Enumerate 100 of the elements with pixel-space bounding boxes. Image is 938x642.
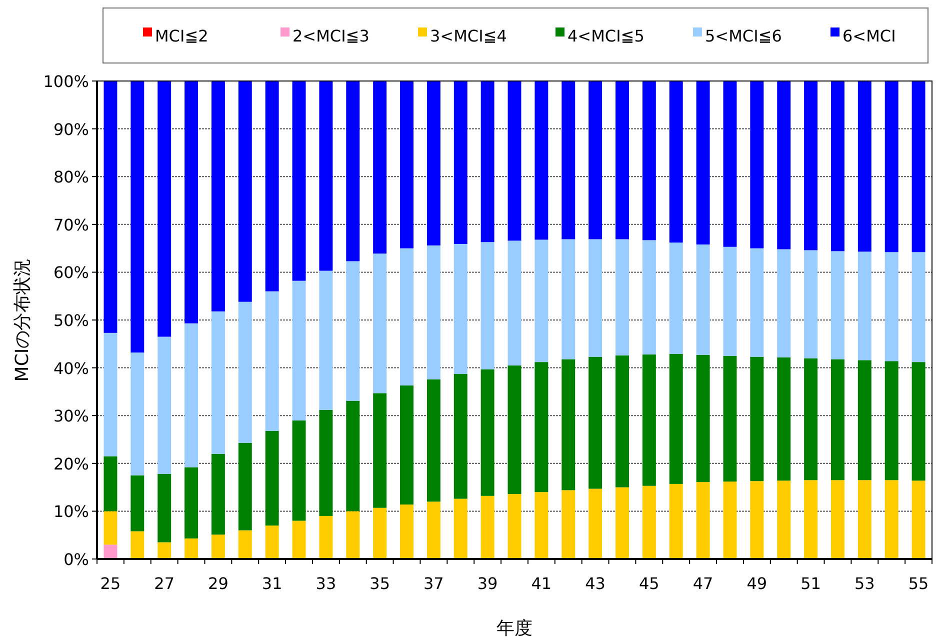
- bar: [562, 490, 576, 559]
- bar: [292, 520, 306, 559]
- bar: [130, 81, 144, 353]
- bar: [616, 239, 629, 356]
- bar: [723, 356, 737, 482]
- bar: [884, 81, 898, 252]
- y-axis-title: MCIの分布状況: [12, 258, 33, 382]
- x-tick-label: 49: [746, 574, 768, 593]
- bar: [184, 538, 198, 559]
- bar: [723, 482, 737, 559]
- bar: [804, 480, 818, 559]
- bar: [184, 81, 198, 324]
- bar: [130, 475, 144, 532]
- bar: [211, 534, 225, 559]
- bar: [562, 81, 576, 240]
- bar: [211, 81, 225, 312]
- bar: [696, 482, 710, 559]
- x-tick-label: 29: [208, 574, 228, 593]
- x-tick-label: 37: [424, 574, 444, 593]
- bar: [319, 410, 333, 516]
- x-tick-label: 45: [639, 574, 660, 593]
- bar: [884, 361, 898, 480]
- bar: [346, 261, 360, 401]
- bar: [158, 474, 172, 542]
- bar: [830, 81, 844, 252]
- bar: [104, 332, 118, 456]
- legend-label: 2<MCI≦3: [292, 26, 370, 46]
- bar: [319, 516, 333, 559]
- bar: [480, 242, 494, 370]
- bar: [777, 249, 791, 358]
- bar: [804, 358, 818, 480]
- bar: [830, 251, 844, 360]
- bar: [884, 480, 898, 559]
- bar: [858, 360, 872, 480]
- x-tick-label: 47: [692, 574, 714, 593]
- bar: [777, 480, 791, 559]
- bar: [588, 239, 602, 357]
- bar: [104, 511, 118, 545]
- y-tick-label: 10%: [53, 502, 89, 522]
- bar: [211, 311, 225, 454]
- bar: [104, 456, 118, 512]
- bar: [508, 81, 522, 241]
- bar: [912, 362, 926, 481]
- bar: [588, 356, 602, 489]
- bar: [265, 291, 279, 431]
- x-tick-label: 27: [154, 574, 175, 593]
- bar: [184, 467, 198, 538]
- bar: [534, 81, 548, 240]
- legend-label: 6<MCI: [842, 26, 896, 46]
- bar: [373, 254, 387, 394]
- bar: [426, 245, 440, 380]
- bar: [508, 494, 522, 559]
- bar: [858, 81, 872, 252]
- bar: [238, 530, 252, 559]
- bar: [588, 488, 602, 559]
- bar: [158, 542, 172, 559]
- x-tick-label: 33: [316, 574, 336, 593]
- bar: [642, 486, 656, 559]
- bar: [642, 354, 656, 486]
- bar: [400, 504, 414, 559]
- bar: [912, 480, 926, 559]
- bar: [346, 400, 360, 512]
- x-tick-label: 41: [531, 574, 552, 593]
- bar: [454, 498, 468, 559]
- bar: [292, 420, 306, 521]
- bar: [562, 359, 576, 490]
- bar: [777, 81, 791, 250]
- bar: [158, 336, 172, 474]
- x-tick-label: 25: [100, 574, 121, 593]
- bar: [373, 81, 387, 254]
- bar: [480, 496, 494, 559]
- bar: [426, 379, 440, 502]
- bar: [454, 244, 468, 374]
- y-tick-label: 50%: [53, 311, 89, 330]
- x-tick-label: 43: [585, 574, 606, 593]
- legend-label: MCI≦2: [155, 26, 208, 46]
- bar: [669, 354, 683, 484]
- bar: [426, 502, 440, 559]
- bar: [373, 393, 387, 508]
- bar: [534, 240, 548, 362]
- bar: [669, 484, 683, 559]
- bar: [562, 239, 576, 360]
- bar: [292, 81, 306, 281]
- y-tick-label: 20%: [53, 454, 89, 474]
- bar: [158, 81, 172, 337]
- bar: [616, 355, 629, 488]
- bar: [480, 369, 494, 496]
- bar: [696, 244, 710, 355]
- bar: [534, 492, 548, 559]
- bar: [642, 240, 656, 354]
- x-tick-label: 53: [854, 574, 875, 593]
- y-tick-label: 80%: [53, 168, 89, 187]
- bar: [184, 323, 198, 468]
- bar: [400, 81, 414, 248]
- bar: [616, 81, 629, 240]
- x-tick-label: 35: [370, 574, 390, 593]
- bar: [400, 248, 414, 386]
- bar: [238, 302, 252, 443]
- x-tick-label: 51: [800, 574, 821, 593]
- bar: [750, 81, 764, 248]
